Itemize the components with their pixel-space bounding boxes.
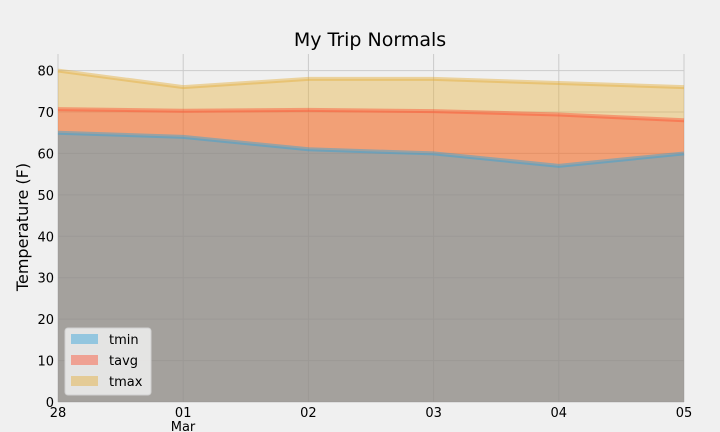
- x-tick-label: 04: [551, 406, 568, 421]
- y-tick-label: 50: [37, 189, 54, 204]
- legend-box: [64, 327, 152, 396]
- y-tick-label: 10: [37, 355, 54, 370]
- area-tmax: [58, 70, 684, 403]
- y-tick-label: 0: [46, 396, 54, 411]
- legend-swatch-tmax: [71, 376, 98, 386]
- legend-swatch-tavg: [71, 355, 98, 365]
- y-tick-label: 70: [37, 106, 54, 121]
- area-tavg: [58, 109, 684, 402]
- line-tmax: [57, 68, 685, 90]
- legend-label-tmin: tmin: [109, 333, 139, 348]
- x-tick-label: 02: [300, 406, 317, 421]
- legend: tmin tavg tmax: [64, 327, 152, 396]
- x-tick-label: 01: [175, 406, 192, 421]
- y-tick-label: 40: [37, 230, 54, 245]
- tick-labels: 0 10 20 30 40 50 60 70 80 28 01 02 03 04 05: [37, 65, 692, 421]
- chart-title: My Trip Normals: [294, 29, 446, 51]
- x-tick-label: 28: [50, 406, 67, 421]
- area-tmin: [58, 132, 684, 402]
- x-tick-label: 05: [676, 406, 693, 421]
- legend-label-tmax: tmax: [109, 375, 143, 390]
- x-tick-label: 03: [425, 406, 442, 421]
- line-tavg: [57, 107, 685, 123]
- grid: [57, 54, 685, 403]
- y-axis-label: Temperature (F): [13, 163, 32, 292]
- line-tmin: [57, 130, 685, 168]
- y-tick-label: 30: [37, 272, 54, 287]
- y-tick-label: 20: [37, 313, 54, 328]
- y-tick-label: 60: [37, 147, 54, 162]
- legend-swatch-tmin: [71, 334, 98, 344]
- area-series-layer: [57, 68, 685, 403]
- y-tick-label: 80: [37, 65, 54, 80]
- x-month-label: Mar: [171, 420, 196, 432]
- legend-label-tavg: tavg: [109, 354, 138, 369]
